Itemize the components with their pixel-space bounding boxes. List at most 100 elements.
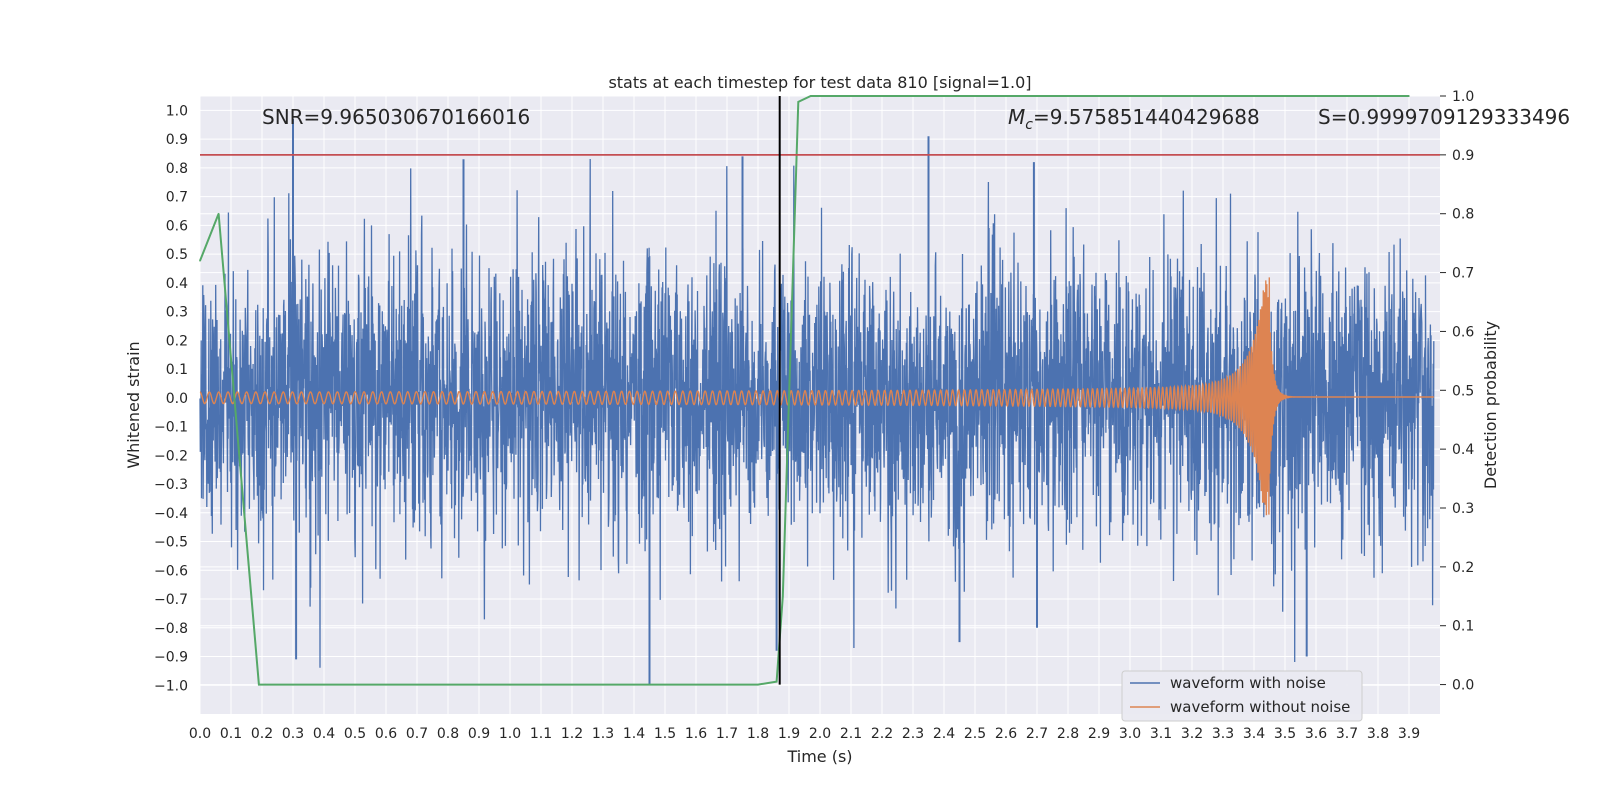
x-tick-label: 1.2 — [561, 726, 583, 742]
marker-lines — [200, 96, 1440, 685]
y2-tick-label: 0.8 — [1452, 207, 1474, 223]
y-tick-label: −0.4 — [154, 506, 188, 522]
y-tick-label: 0.8 — [166, 161, 188, 177]
clean-waveform-line — [199, 277, 1434, 516]
x-tick-label: 2.0 — [809, 726, 831, 742]
x-tick-label: 3.7 — [1336, 726, 1358, 742]
legend-label-noise: waveform with noise — [1170, 674, 1326, 692]
y-tick-label: 0.5 — [166, 247, 188, 263]
x-tick-label: 2.3 — [902, 726, 924, 742]
probability-point — [797, 101, 800, 103]
y2-tick-label: 0.2 — [1452, 560, 1474, 576]
series-detection-probability — [199, 95, 1410, 686]
y-tick-label: −0.8 — [154, 621, 188, 637]
y2-tick-labels: 1.0 0.9 0.8 0.7 0.6 0.5 0.4 0.3 0.2 0.1 0.0 — [1440, 89, 1474, 694]
x-tick-label: 0.0 — [189, 726, 211, 742]
x-tick-label: 3.3 — [1212, 726, 1234, 742]
y-tick-label: 0.6 — [166, 218, 188, 234]
x-tick-label: 1.6 — [685, 726, 707, 742]
probability-point — [1408, 95, 1410, 97]
probability-point — [782, 595, 784, 598]
y2-tick-label: 0.4 — [1452, 442, 1474, 458]
x-tick-label: 3.0 — [1119, 726, 1141, 742]
y2-tick-label: 1.0 — [1452, 89, 1474, 105]
x-tick-label: 2.9 — [1088, 726, 1110, 742]
x-tick-label: 3.5 — [1274, 726, 1296, 742]
x-tick-label: 0.5 — [344, 726, 366, 742]
y-tick-label: 0.0 — [166, 391, 188, 407]
x-tick-label: 2.5 — [964, 726, 986, 742]
chirp-mass-value: =9.575851440429688 — [1033, 105, 1260, 129]
x-tick-label: 2.2 — [871, 726, 893, 742]
x-tick-label: 2.8 — [1057, 726, 1079, 742]
chirp-mass-symbol: M — [1008, 105, 1025, 129]
y2-tick-label: 0.5 — [1452, 383, 1474, 399]
x-tick-label: 1.0 — [499, 726, 521, 742]
x-tick-label: 0.3 — [282, 726, 304, 742]
x-tick-label: 0.6 — [375, 726, 397, 742]
y-tick-labels: 1.0 0.9 0.8 0.7 0.6 0.5 0.4 0.3 0.2 0.1 0.0 −0.1 −0.… — [154, 103, 188, 694]
y-tick-label: 0.3 — [166, 305, 188, 321]
y2-tick-label: 0.3 — [1452, 501, 1474, 517]
y-tick-label: −0.1 — [154, 420, 188, 436]
x-axis-label: Time (s) — [786, 747, 852, 766]
y-tick-label: −0.3 — [154, 477, 188, 493]
detection-score-annotation: S=0.9999709129333496 — [1318, 105, 1570, 129]
y2-tick-label: 0.6 — [1452, 324, 1474, 340]
probability-point — [264, 683, 266, 686]
legend-box — [1121, 670, 1363, 722]
x-tick-label: 0.7 — [406, 726, 428, 742]
x-tick-label: 3.9 — [1398, 726, 1420, 742]
x-tick-label: 3.8 — [1367, 726, 1389, 742]
x-tick-label: 0.2 — [251, 726, 273, 742]
x-tick-label: 3.6 — [1305, 726, 1327, 742]
probability-point — [199, 260, 201, 262]
probability-point — [258, 683, 260, 686]
y-axis-label: Whitened strain — [124, 341, 143, 468]
chirp-mass-subscript: c — [1025, 117, 1033, 133]
series-waveform-without-noise — [199, 277, 1434, 516]
snr-annotation: SNR=9.965030670166016 — [262, 105, 530, 129]
x-tick-label: 0.4 — [313, 726, 335, 742]
x-tick-label: 0.9 — [468, 726, 490, 742]
probability-point — [757, 683, 759, 686]
x-tick-label: 3.2 — [1181, 726, 1203, 742]
y-tick-label: −1.0 — [154, 678, 188, 694]
x-tick-label: 1.7 — [716, 726, 738, 742]
y-tick-label: −0.6 — [154, 563, 188, 579]
y-tick-label: 0.9 — [166, 132, 188, 148]
probability-point — [217, 212, 220, 215]
x-tick-label: 1.1 — [530, 726, 552, 742]
legend-label-clean: waveform without noise — [1170, 698, 1350, 716]
probability-point — [834, 95, 837, 97]
y-tick-label: 1.0 — [166, 103, 188, 119]
chirp-mass-annotation: Mc=9.575851440429688 — [1008, 105, 1260, 133]
series-waveform-with-noise — [199, 118, 1435, 686]
y-tick-label: 0.2 — [166, 333, 188, 349]
noise-waveform-line — [199, 158, 1435, 668]
x-tick-label: 2.7 — [1026, 726, 1048, 742]
y-tick-label: −0.7 — [154, 592, 188, 608]
y2-tick-label: 0.7 — [1452, 266, 1474, 282]
x-tick-label: 2.4 — [933, 726, 955, 742]
y-tick-label: −0.2 — [154, 448, 188, 464]
y-tick-label: −0.9 — [154, 650, 188, 666]
y-tick-label: −0.5 — [154, 535, 188, 551]
x-tick-label: 1.3 — [592, 726, 614, 742]
x-tick-label: 1.5 — [654, 726, 676, 742]
x-tick-label: 3.4 — [1243, 726, 1265, 742]
y2-tick-label: 0.9 — [1452, 148, 1474, 164]
y-tick-label: 0.4 — [166, 276, 188, 292]
x-tick-label: 2.1 — [840, 726, 862, 742]
x-tick-label: 2.6 — [995, 726, 1017, 742]
x-tick-label: 0.8 — [437, 726, 459, 742]
y-tick-label: 0.1 — [166, 362, 188, 378]
x-tick-label: 1.4 — [623, 726, 645, 742]
probability-point — [809, 95, 812, 97]
y2-axis-label: Detection probability — [1481, 321, 1500, 489]
x-tick-label: 1.9 — [778, 726, 800, 742]
legend: waveform with noise waveform without noi… — [1121, 670, 1363, 722]
y2-tick-label: 0.0 — [1452, 678, 1474, 694]
x-tick-label: 3.1 — [1150, 726, 1172, 742]
